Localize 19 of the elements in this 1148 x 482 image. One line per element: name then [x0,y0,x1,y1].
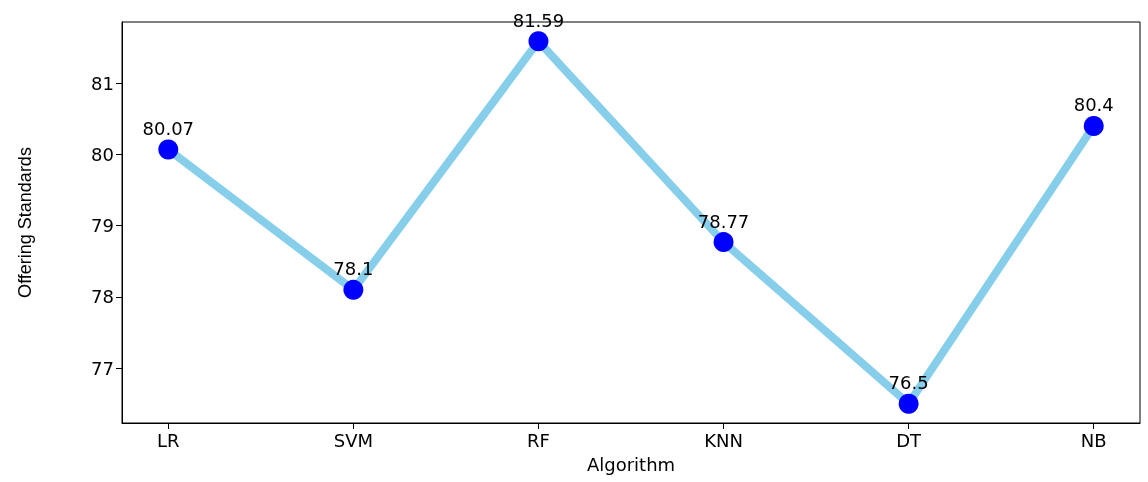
y-tick-label: 77 [91,357,114,379]
data-label: 80.4 [1073,94,1114,116]
x-tick-label: KNN [704,429,743,451]
x-tick-label: LR [157,429,180,451]
data-label: 81.59 [512,9,565,31]
data-label: 76.5 [888,372,929,394]
data-label: 78.77 [697,210,750,232]
x-tick-label: RF [527,429,550,451]
y-tick-label: 79 [91,215,114,237]
x-tick-label: NB [1080,429,1107,451]
y-axis-title: Offering Standards [15,147,35,298]
data-label: 78.1 [333,258,374,280]
data-label: 80.07 [142,117,195,139]
x-tick-label: SVM [333,429,373,451]
y-tick-label: 81 [91,72,114,94]
y-tick-label: 80 [91,143,114,165]
y-tick-label: 78 [91,286,114,308]
x-tick-label: DT [896,429,923,451]
x-axis-title: Algorithm [586,453,676,475]
